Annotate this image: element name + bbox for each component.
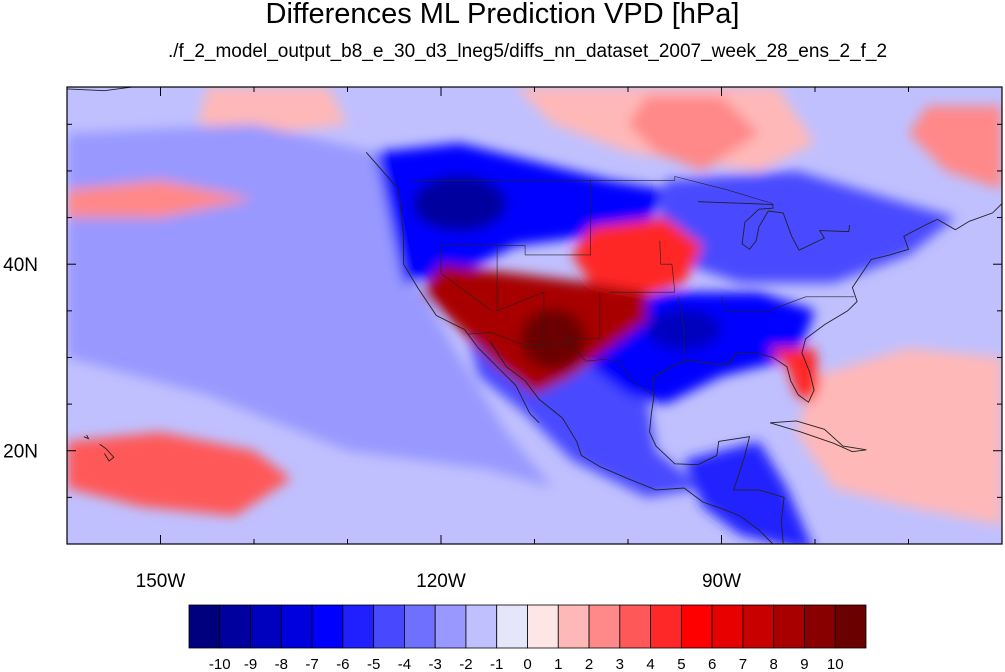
colorbar-swatch — [834, 604, 867, 649]
border-line-5 — [440, 245, 492, 312]
border-line-7 — [678, 296, 685, 361]
colorbar-label: 10 — [827, 656, 844, 672]
coastline-1 — [489, 340, 774, 544]
border-line-0 — [412, 176, 773, 204]
colorbar-swatch — [773, 604, 805, 649]
colorbar-label: -8 — [275, 656, 288, 672]
colorbar-label: 9 — [800, 656, 808, 672]
colorbar-swatch — [650, 604, 682, 649]
colorbar-swatch — [742, 604, 775, 649]
colorbar-label: 5 — [677, 656, 685, 672]
colorbar-swatch — [619, 604, 651, 649]
colorbar-label: 4 — [646, 656, 654, 672]
colorbar-swatch — [280, 604, 313, 649]
field-region-central-america — [684, 441, 812, 544]
colorbar-label: -3 — [429, 656, 442, 672]
colorbar-label: 2 — [585, 656, 593, 672]
field-region-great-plains-north — [571, 217, 703, 302]
colorbar-swatch — [250, 604, 282, 649]
field-region-hawaii-subtropics — [67, 432, 292, 516]
colorbar-label: 6 — [708, 656, 716, 672]
colorbar-label: -9 — [244, 656, 257, 672]
coastline-3 — [651, 203, 1002, 403]
field-region-great-lakes-northeast — [656, 170, 956, 283]
border-line-6 — [609, 240, 676, 293]
coastline-8 — [67, 87, 133, 92]
colorbar-label: -5 — [367, 656, 380, 672]
colorbar-label: 1 — [554, 656, 562, 672]
coastline-2 — [649, 394, 785, 544]
field-region-florida — [768, 348, 820, 405]
y-tick-label: 40N — [3, 255, 38, 276]
colorbar-swatch — [342, 604, 375, 649]
field-region-caribbean-atlantic — [796, 348, 1002, 526]
colorbar-swatch — [804, 604, 836, 649]
border-line-3 — [496, 245, 545, 346]
x-tick-label: 90W — [702, 571, 741, 592]
colorbar-label: -1 — [490, 656, 503, 672]
colorbar-swatch — [311, 604, 344, 649]
field-layer — [67, 87, 1002, 544]
colorbar-swatch — [496, 604, 528, 649]
colorbar-swatch — [404, 604, 436, 649]
coastline-7 — [83, 434, 90, 440]
field-region-pacific-blue-band-1 — [67, 282, 348, 358]
field-region-north-pacific-pink-0 — [197, 87, 348, 134]
colorbar-swatch — [465, 604, 498, 649]
page-subtitle: ./f_2_model_output_b8_e_30_d3_lneg5/diff… — [167, 41, 888, 62]
colorbar-swatch — [588, 604, 621, 649]
y-tick-label: 20N — [3, 442, 38, 463]
colorbar-swatch — [188, 604, 221, 649]
colorbar-swatch — [434, 604, 467, 649]
colorbar-swatch — [711, 604, 744, 649]
field-core-pacific-northwest — [412, 175, 507, 232]
colorbar-swatch — [680, 604, 713, 649]
colorbar-label: -4 — [398, 656, 411, 672]
coastline-6 — [99, 443, 115, 462]
colorbar-label: -10 — [209, 656, 231, 672]
colorbar-label: -2 — [459, 656, 472, 672]
field-region-pacific-blue-band-0 — [67, 124, 554, 489]
border-line-1 — [468, 331, 655, 396]
field-region-hudson-bay-pink-1 — [908, 105, 1002, 190]
colorbar-swatch — [219, 604, 251, 649]
page-title: Differences ML Prediction VPD [hPa] — [265, 0, 740, 30]
coastline-5 — [698, 201, 851, 251]
colorbar-swatch — [527, 604, 559, 649]
colorbar-label: -7 — [305, 656, 318, 672]
border-line-4 — [566, 292, 601, 340]
border-line-8 — [721, 296, 855, 312]
colorbar-label: 8 — [770, 656, 778, 672]
colorbar-label: -6 — [336, 656, 349, 672]
colorbar-label: 7 — [739, 656, 747, 672]
coastline-4 — [769, 420, 867, 453]
x-tick-label: 150W — [136, 571, 186, 592]
colorbar-label: 0 — [523, 656, 531, 672]
colorbar-label: 3 — [616, 656, 624, 672]
field-region-hudson-bay-pink-0 — [628, 96, 759, 171]
coastline-0 — [365, 152, 540, 424]
field-region-pacific-pink-patch — [67, 180, 254, 218]
border-line-2 — [441, 180, 591, 256]
field-core-southwest-us-hotspot — [520, 308, 586, 369]
x-tick-label: 120W — [416, 571, 466, 592]
colorbar-swatch — [373, 604, 405, 649]
colorbar-swatch — [557, 604, 590, 649]
